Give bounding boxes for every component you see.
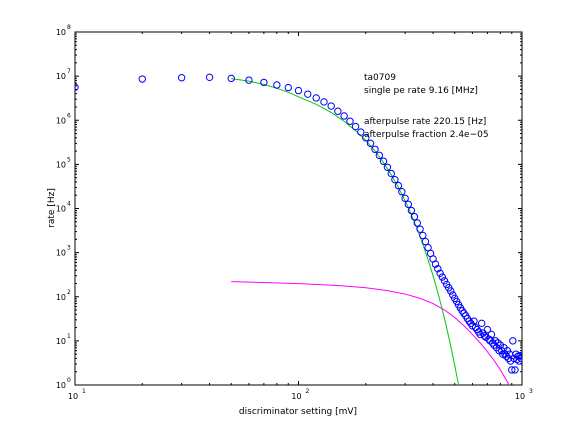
data-point xyxy=(511,366,519,374)
data-point xyxy=(517,354,522,363)
data-point xyxy=(284,83,292,92)
data-point xyxy=(434,265,442,273)
data-point xyxy=(419,231,427,240)
y-tick-label: 10 xyxy=(56,337,66,346)
data-point xyxy=(391,175,399,184)
data-point xyxy=(320,98,328,106)
data-point xyxy=(509,337,517,345)
data-point xyxy=(401,194,409,203)
data-point xyxy=(436,269,444,277)
data-point xyxy=(75,83,79,91)
data-point xyxy=(346,117,354,125)
data-point xyxy=(516,352,522,360)
annotation-single-pe-rate: single pe rate 9.16 [MHz] xyxy=(364,86,478,96)
y-tick-exponent: 3 xyxy=(67,245,71,252)
x-tick-exponent: 2 xyxy=(306,388,310,395)
y-tick-exponent: 1 xyxy=(67,333,71,340)
data-point xyxy=(518,352,522,360)
data-point xyxy=(394,181,403,190)
data-point xyxy=(138,75,146,83)
y-tick-exponent: 4 xyxy=(67,201,71,208)
data-point xyxy=(227,74,235,83)
x-tick-label: 10 xyxy=(291,392,301,401)
data-point xyxy=(508,366,516,374)
data-point xyxy=(375,151,384,160)
data-point xyxy=(327,102,335,110)
y-tick-exponent: 8 xyxy=(67,24,71,31)
data-point xyxy=(371,145,379,153)
y-tick-label: 10 xyxy=(56,205,66,214)
x-tick-label: 10 xyxy=(68,392,78,401)
data-point xyxy=(491,337,500,345)
x-tick-label: 10 xyxy=(515,392,525,401)
y-tick-label: 10 xyxy=(56,160,66,169)
y-tick-exponent: 5 xyxy=(67,156,71,163)
data-point xyxy=(379,157,388,165)
data-point xyxy=(440,277,449,285)
data-point xyxy=(334,107,342,115)
data-point xyxy=(447,287,455,295)
data-point xyxy=(340,112,348,120)
data-point xyxy=(398,188,406,196)
data-point xyxy=(477,319,486,328)
annotation-afterpulse-fraction: afterpulse fraction 2.4e−05 xyxy=(364,130,489,140)
data-point xyxy=(357,128,365,136)
data-point xyxy=(487,330,496,339)
x-tick-exponent: 1 xyxy=(82,388,86,395)
y-tick-label: 10 xyxy=(56,249,66,258)
data-point xyxy=(383,163,392,171)
data-point xyxy=(404,200,413,209)
x-tick-exponent: 3 xyxy=(529,388,533,395)
y-tick-exponent: 2 xyxy=(67,289,71,296)
fit-curve xyxy=(231,281,510,385)
data-point xyxy=(245,76,253,84)
y-tick-label: 10 xyxy=(56,72,66,81)
data-point xyxy=(407,206,416,215)
y-tick-exponent: 0 xyxy=(67,377,71,384)
data-point xyxy=(312,94,320,102)
y-tick-label: 10 xyxy=(56,28,66,37)
data-point xyxy=(431,260,440,268)
data-point xyxy=(366,139,375,148)
plot-area xyxy=(74,31,523,386)
y-tick-exponent: 6 xyxy=(67,112,71,119)
fit-curve xyxy=(231,78,460,385)
data-point xyxy=(260,78,268,87)
x-axis-label: discriminator setting [mV] xyxy=(239,407,357,417)
y-tick-label: 10 xyxy=(56,116,66,125)
data-point xyxy=(421,237,430,246)
data-point xyxy=(387,169,395,178)
data-point xyxy=(177,74,186,82)
data-point xyxy=(504,354,513,363)
data-point xyxy=(483,325,492,334)
data-series xyxy=(75,73,522,385)
y-tick-label: 10 xyxy=(56,381,66,390)
data-point xyxy=(494,339,502,347)
data-point xyxy=(205,73,214,82)
y-axis-label: rate [Hz] xyxy=(47,188,57,228)
data-point xyxy=(438,273,447,281)
data-point xyxy=(416,225,424,233)
data-point xyxy=(413,219,421,227)
data-point xyxy=(410,213,419,221)
data-point xyxy=(304,90,312,98)
data-point xyxy=(273,81,281,89)
data-point xyxy=(351,122,360,131)
annotation-run-id: ta0709 xyxy=(364,73,396,83)
y-tick-exponent: 7 xyxy=(67,68,71,75)
data-point xyxy=(294,86,303,95)
annotation-afterpulse-rate: afterpulse rate 220.15 [Hz] xyxy=(364,117,486,127)
data-point xyxy=(362,134,370,142)
y-tick-label: 10 xyxy=(56,293,66,302)
